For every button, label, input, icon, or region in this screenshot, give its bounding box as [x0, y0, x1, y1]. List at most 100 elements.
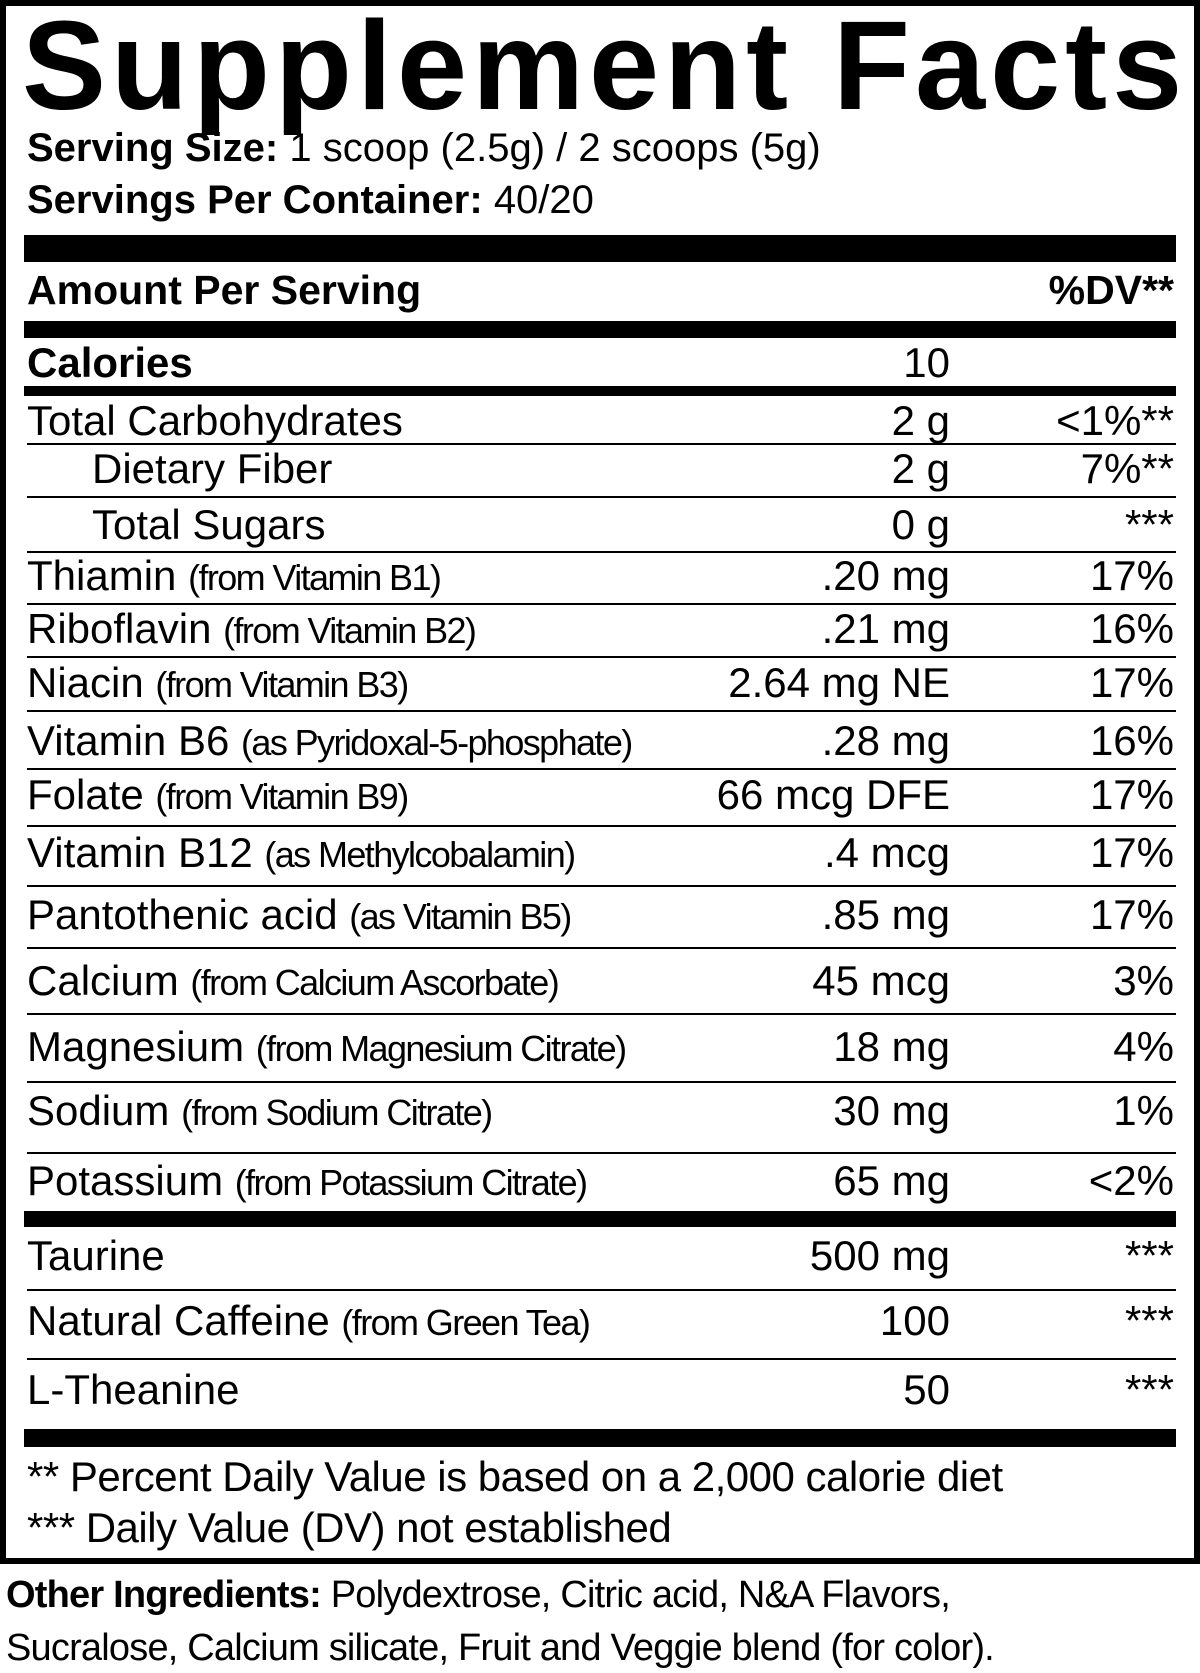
divider-thin: [27, 656, 1176, 658]
nutrient-name: Sodium (from Sodium Citrate): [27, 1085, 493, 1139]
divider-thin: [27, 496, 1176, 498]
divider-thin: [27, 1289, 1176, 1291]
nutrient-row: Dietary Fiber 2 g 7%**: [0, 443, 1200, 495]
nutrient-amount: 2 g: [891, 397, 950, 444]
nutrient-source: (from Vitamin B2): [223, 610, 477, 651]
nutrient-amount: 0 g: [891, 501, 950, 548]
nutrient-source: (from Potassium Citrate): [234, 1162, 588, 1203]
dv-heading: %DV**: [1048, 267, 1174, 313]
nutrient-amount: .4 mcg: [823, 829, 950, 876]
nutrient-amount: .21 mg: [821, 605, 950, 652]
nutrient-name-text: Total Sugars: [92, 501, 326, 548]
nutrient-source: (from Vitamin B1): [188, 557, 442, 598]
nutrient-row: L-Theanine 50 ***: [0, 1364, 1200, 1416]
nutrient-name-text: Total Carbohydrates: [27, 397, 403, 444]
nutrient-dv: 1%: [1113, 1087, 1174, 1134]
nutrient-row: Magnesium (from Magnesium Citrate) 18 mg 4…: [0, 1021, 1200, 1073]
nutrient-row: Folate (from Vitamin B9) 66 mcg DFE 17%: [0, 769, 1200, 821]
nutrient-source: (from Calcium Ascorbate): [190, 962, 559, 1003]
nutrient-name-text: Folate: [27, 771, 144, 818]
nutrient-row: Niacin (from Vitamin B3) 2.64 mg NE 17%: [0, 657, 1200, 709]
nutrient-amount: 50: [903, 1366, 950, 1413]
nutrient-name: Niacin (from Vitamin B3): [27, 657, 409, 711]
divider-thin: [27, 551, 1176, 553]
nutrient-amount: 30 mg: [833, 1087, 950, 1134]
panel-title: Supplement Facts: [22, 0, 1188, 136]
serving-size-label: Serving Size:: [27, 126, 279, 170]
nutrient-amount: .85 mg: [821, 891, 950, 938]
nutrient-source: (from Vitamin B3): [155, 664, 409, 705]
nutrient-row: Total Sugars 0 g ***: [0, 499, 1200, 551]
nutrient-name-text: Thiamin: [27, 552, 177, 599]
nutrient-dv: ***: [1124, 501, 1174, 548]
nutrient-name-text: Pantothenic acid: [27, 891, 338, 938]
nutrient-name: Vitamin B12 (as Methylcobalamin): [27, 827, 576, 881]
divider-thick: [24, 1211, 1176, 1227]
nutrient-row: Pantothenic acid (as Vitamin B5) .85 mg 17…: [0, 889, 1200, 941]
nutrient-name-text: Taurine: [27, 1232, 165, 1279]
nutrient-name-text: Vitamin B6: [27, 717, 230, 764]
divider-thin: [27, 1152, 1176, 1154]
calories-label: Calories: [27, 339, 193, 386]
nutrient-amount: .28 mg: [821, 717, 950, 764]
footnote-dv: ** Percent Daily Value is based on a 2,0…: [27, 1453, 1003, 1500]
nutrient-name: Riboflavin (from Vitamin B2): [27, 603, 477, 657]
footnote-not-established: *** Daily Value (DV) not established: [27, 1504, 672, 1551]
nutrient-name-text: Calcium: [27, 957, 179, 1004]
nutrient-row: Thiamin (from Vitamin B1) .20 mg 17%: [0, 550, 1200, 602]
nutrient-source: (from Vitamin B9): [155, 776, 409, 817]
divider-thick: [24, 321, 1176, 338]
servings-per-container-value: 40/20: [493, 178, 594, 222]
nutrient-name: Vitamin B6 (as Pyridoxal-5-phosphate): [27, 715, 633, 769]
nutrient-row: Natural Caffeine (from Green Tea) 100 ***: [0, 1295, 1200, 1347]
nutrient-amount: 65 mg: [833, 1157, 950, 1204]
nutrient-dv: 17%: [1089, 891, 1174, 938]
nutrient-amount: 66 mcg DFE: [716, 771, 950, 818]
divider-thin: [27, 1081, 1176, 1083]
divider-thin: [27, 443, 1176, 445]
servings-per-container: Servings Per Container: 40/20: [27, 176, 594, 224]
nutrient-dv: <2%: [1088, 1157, 1174, 1204]
nutrient-dv: ***: [1124, 1297, 1174, 1344]
divider-thin: [27, 710, 1176, 712]
nutrient-name: Taurine: [27, 1230, 165, 1282]
nutrient-dv: 17%: [1089, 829, 1174, 876]
divider-thin: [27, 768, 1176, 770]
nutrient-dv: 3%: [1113, 957, 1174, 1004]
divider-thin: [27, 825, 1176, 827]
nutrient-name-text: Sodium: [27, 1087, 170, 1134]
other-ingredients-label: Other Ingredients:: [6, 1574, 322, 1616]
nutrient-name: Calcium (from Calcium Ascorbate): [27, 955, 560, 1009]
nutrient-row: Riboflavin (from Vitamin B2) .21 mg 16%: [0, 603, 1200, 655]
nutrient-amount: 45 mcg: [812, 957, 950, 1004]
nutrient-source: (as Vitamin B5): [349, 896, 572, 937]
nutrient-name-text: Magnesium: [27, 1023, 245, 1070]
divider-thick: [24, 1429, 1176, 1447]
nutrient-amount: 18 mg: [833, 1023, 950, 1070]
nutrient-amount: 2 g: [891, 445, 950, 492]
nutrient-source: (from Magnesium Citrate): [255, 1028, 627, 1069]
nutrient-row: Total Carbohydrates 2 g <1%**: [0, 395, 1200, 447]
other-ingredients-line1: Other Ingredients: Polydextrose, Citric …: [6, 1570, 951, 1620]
calories-row: Calories 10: [0, 337, 1200, 389]
servings-per-container-label: Servings Per Container:: [27, 178, 483, 222]
nutrient-source: (as Pyridoxal-5-phosphate): [241, 722, 633, 763]
other-ingredients-line2: Sucralose, Calcium silicate, Fruit and V…: [6, 1627, 995, 1669]
nutrient-row: Sodium (from Sodium Citrate) 30 mg 1%: [0, 1085, 1200, 1137]
nutrient-amount: 100: [879, 1297, 950, 1344]
nutrient-name-text: Vitamin B12: [27, 829, 253, 876]
divider-thick: [24, 235, 1176, 262]
calories-amount: 10: [903, 339, 950, 386]
nutrient-row: Potassium (from Potassium Citrate) 65 mg <…: [0, 1155, 1200, 1207]
nutrient-row: Calcium (from Calcium Ascorbate) 45 mcg 3%: [0, 955, 1200, 1007]
nutrient-dv: 7%**: [1080, 445, 1174, 492]
nutrient-name: Potassium (from Potassium Citrate): [27, 1155, 588, 1209]
nutrient-name-text: Dietary Fiber: [92, 445, 333, 492]
nutrient-row: Vitamin B12 (as Methylcobalamin) .4 mcg 17…: [0, 827, 1200, 879]
nutrient-name-text: Niacin: [27, 659, 144, 706]
nutrient-dv: ***: [1124, 1366, 1174, 1413]
divider-thin: [27, 947, 1176, 949]
nutrient-name: Total Carbohydrates: [27, 395, 403, 447]
divider-thin: [27, 603, 1176, 605]
divider-thin: [27, 885, 1176, 887]
